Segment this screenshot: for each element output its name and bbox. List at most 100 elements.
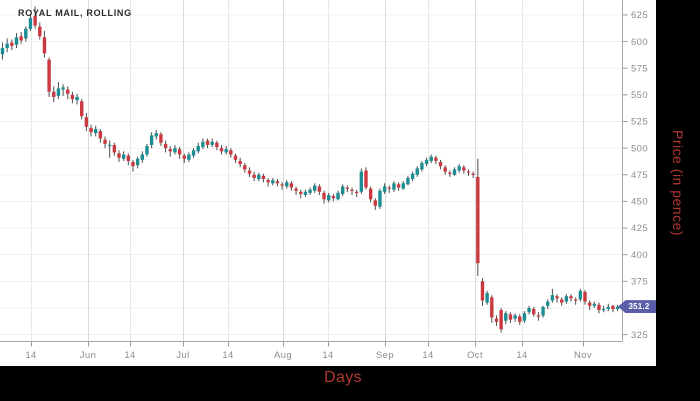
candle-body [94, 128, 98, 134]
y-axis-title: Price (in pence) [670, 129, 686, 237]
candle-body [233, 155, 238, 160]
candle-body [541, 306, 545, 316]
candle-body [80, 101, 84, 117]
candle-body [89, 127, 93, 133]
candle-body [368, 188, 373, 200]
x-tick-label: Aug [274, 350, 292, 361]
candle-body [140, 154, 144, 160]
y-tick-label: 450 [631, 197, 648, 208]
candle-body [266, 180, 270, 183]
candle-body [285, 182, 289, 187]
candle-body [443, 167, 447, 172]
candle-body [135, 158, 140, 166]
candle-body [462, 167, 466, 171]
candle-body [327, 195, 331, 201]
candle-body [490, 297, 494, 318]
y-tick-label: 400 [631, 250, 648, 261]
candle-body [271, 180, 275, 184]
candle-body [504, 313, 508, 321]
candle-body [103, 139, 107, 144]
candle-body [219, 148, 224, 152]
candle-body [299, 191, 303, 194]
candle-body [448, 172, 452, 174]
candle-body [508, 314, 513, 320]
candle-body [359, 171, 364, 192]
candle-body [401, 183, 405, 189]
y-tick-label: 625 [631, 10, 648, 21]
candle-body [578, 290, 583, 300]
candle-body [345, 187, 350, 189]
candle-body [555, 296, 559, 299]
candle-body [606, 306, 610, 310]
y-tick-label: 325 [631, 330, 648, 341]
candle-body [392, 183, 396, 190]
x-tick-label: 14 [516, 350, 527, 361]
candle-body [145, 145, 149, 155]
candle-body [28, 18, 33, 29]
candle-body [378, 190, 382, 207]
x-tick-label: Sep [376, 350, 394, 361]
chart-title: ROYAL MAIL, ROLLING [18, 8, 132, 18]
candle-body [112, 144, 117, 153]
candle-body [308, 189, 312, 193]
x-tick-label: Jun [80, 350, 97, 361]
candle-body [280, 184, 284, 186]
candle-body [131, 161, 135, 167]
candle-body [587, 302, 592, 306]
candle-body [601, 309, 606, 311]
candle-body [257, 174, 261, 180]
candle-body [466, 171, 471, 173]
candle-body [261, 175, 266, 180]
candle-body [387, 187, 391, 189]
candle-body [536, 315, 541, 317]
candle-body [522, 313, 527, 321]
candle-body [518, 316, 522, 322]
candle-body [350, 189, 354, 191]
candle-body [313, 185, 317, 191]
candle-body [10, 42, 14, 46]
candle-body [322, 192, 326, 200]
candle-body [485, 293, 489, 303]
candle-body [215, 142, 219, 148]
y-tick-label: 375 [631, 277, 648, 288]
candle-body [121, 154, 126, 159]
candle-body [294, 188, 298, 191]
candle-body [415, 168, 419, 175]
candle-body [573, 299, 578, 301]
y-tick-label: 525 [631, 117, 648, 128]
candle-body [210, 141, 214, 145]
candle-body [560, 299, 564, 303]
candle-body [75, 96, 79, 101]
candle-body [275, 181, 280, 184]
candle-body [434, 157, 438, 161]
candle-body [550, 295, 555, 301]
candle-body [191, 150, 196, 156]
candle-body [201, 141, 205, 148]
y-tick-label: 475 [631, 170, 648, 181]
candle-body [499, 310, 503, 330]
candle-body [107, 144, 112, 147]
y-tick-label: 600 [631, 37, 648, 48]
candle-body [182, 155, 186, 159]
candle-body [205, 140, 210, 145]
candle-body [84, 117, 89, 127]
candle-body [243, 165, 247, 170]
candle-body [187, 154, 191, 160]
candle-body [527, 307, 531, 313]
candle-body [303, 191, 308, 196]
y-tick-label: 575 [631, 63, 648, 74]
candle-body [354, 191, 359, 194]
candle-body [154, 133, 158, 137]
candle-body [429, 156, 433, 161]
x-tick-label: 14 [322, 350, 333, 361]
candle-body [373, 200, 377, 206]
x-tick-label: Jul [176, 350, 189, 361]
candle-body [98, 131, 103, 139]
candle-body [159, 134, 163, 143]
last-price-badge: 351.2 [618, 300, 656, 314]
candle-body [289, 183, 294, 188]
x-tick-label: 14 [422, 350, 433, 361]
candle-body [126, 155, 131, 161]
x-tick-label: 14 [124, 350, 135, 361]
candle-body [597, 304, 601, 311]
